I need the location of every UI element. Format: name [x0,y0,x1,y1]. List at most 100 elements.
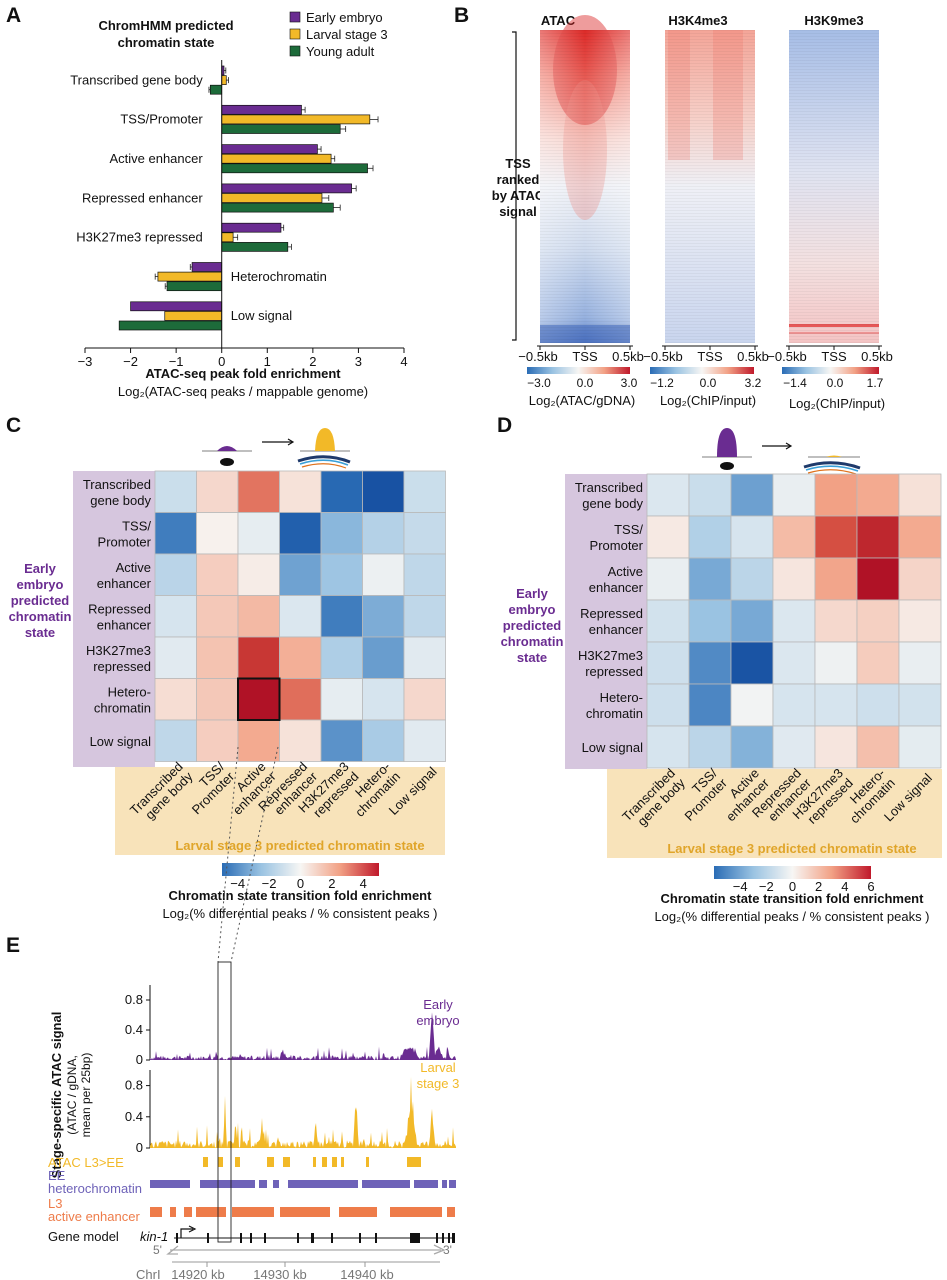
bar-2-2 [221,163,368,174]
c-row-label-2-1: enhancer [97,576,152,591]
d-cell-1-2 [730,515,774,559]
d-row-label-3-0: Repressed [580,606,643,621]
c-cell-0-2 [237,470,280,513]
k4-cb-tick-mid: 0.0 [700,376,717,390]
d-row-label-0-0: Transcribed [575,480,643,495]
c-cell-2-6 [403,553,446,596]
d-cell-5-6 [898,683,942,727]
c-cell-6-3 [279,719,322,762]
x-tick-label-1: −2 [123,354,138,369]
d-cell-2-0 [646,557,690,601]
c-row-label-2-0: Active [116,560,151,575]
c-cell-6-1 [196,719,239,762]
gene-exons [176,1233,455,1243]
panel-a-title-2: chromatin state [118,35,215,50]
d-cb-title: Chromatin state transition fold enrichme… [661,891,925,906]
c-row-label-4-0: H3K27me3 [86,643,151,658]
d-row-title-2: embryo [509,602,556,617]
worm-icon-d [803,461,861,470]
panel-e-genome-tracks: Stage-specific ATAC signal (ATAC / gDNA,… [48,961,460,1280]
d-cell-6-5 [856,725,900,769]
l3-block-4 [232,1207,274,1217]
d-row-label-4-1: repressed [585,664,643,679]
rank-label-1: TSS [505,156,531,171]
c-row-title-1: Early [24,561,57,576]
c-colorbar-ticks: −4 −2 0 2 4 [230,876,367,891]
e-atac-row-label: ATAC L3>EE [48,1155,124,1170]
c-cell-5-6 [403,678,446,721]
d-cell-0-1 [688,473,732,517]
k9-cb-tick-max: 1.7 [867,376,884,390]
b-xtick-0-2: 0.5kb [612,349,644,364]
exon-2 [240,1233,242,1243]
atac-block-10 [407,1157,421,1167]
c-cell-6-2 [237,719,280,762]
c-cell-1-0 [154,512,197,555]
bar-2-1 [221,153,332,164]
d-cell-5-4 [814,683,858,727]
c-cell-4-3 [279,636,322,679]
l3-block-3 [196,1207,226,1217]
d-cell-5-5 [856,683,900,727]
category-label-4: H3K27me3 repressed [76,230,202,245]
h3k9me3-title: H3K9me3 [804,13,863,28]
atac-l3-gt-ee-blocks [203,1157,421,1167]
legend-swatch-0 [289,11,301,23]
exon-14 [452,1233,455,1243]
c-row-title-3: predicted [11,593,70,608]
k9-cb-tick-mid: 0.0 [827,376,844,390]
d-cell-0-5 [856,473,900,517]
atac-block-5 [313,1157,316,1167]
dCbTicks-4: 4 [841,879,848,894]
c-cell-0-5 [362,470,405,513]
atac-cb-tick-max: 3.0 [621,376,638,390]
coord-14940: 14940 kb [340,1267,394,1280]
bar-1-1 [221,114,371,125]
d-cell-6-3 [772,725,816,769]
c-cell-6-4 [320,719,363,762]
exon-1 [207,1233,209,1243]
d-cell-4-6 [898,641,942,685]
c-colorbar [222,863,379,876]
d-cell-4-4 [814,641,858,685]
h3k4me3-colorbar [650,367,754,374]
c-row-label-bg [73,471,155,767]
five-prime-label: 5' [153,1243,162,1257]
x-tick-label-3: 0 [218,354,225,369]
d-cell-5-0 [646,683,690,727]
category-label-3: Repressed enhancer [82,190,203,205]
bar-5-2 [166,281,223,292]
atac-block-8 [341,1157,344,1167]
k9-cb-tick-min: −1.4 [783,376,807,390]
c-cell-0-0 [154,470,197,513]
d-cell-2-3 [772,557,816,601]
panel-label-c: C [6,414,21,437]
d-colorbar-ticks: −4 −2 0 2 4 6 [733,879,875,894]
l3-block-8 [447,1207,455,1217]
k4-cb-label: Log₂(ChIP/input) [660,393,756,408]
l3-block-2 [184,1207,192,1217]
d-cell-2-5 [856,557,900,601]
panel-label-b: B [454,4,469,27]
ee-heterochromatin-blocks [150,1180,456,1188]
panel-a-bar-chart: ChromHMM predicted chromatin state Early… [70,10,407,399]
d-cell-6-0 [646,725,690,769]
d-cell-1-3 [772,515,816,559]
d-cell-0-3 [772,473,816,517]
d-cell-0-0 [646,473,690,517]
panel-a-legend: Early embryo Larval stage 3 Young adult [289,10,388,59]
bar-6-1 [164,311,223,321]
tss-arrow-icon [180,1228,193,1238]
c-cell-3-0 [154,595,197,638]
c-cell-4-6 [403,636,446,679]
cCbTicks-0: −4 [230,876,245,891]
d-cell-6-4 [814,725,858,769]
highlight-window [217,961,232,1243]
d-cell-6-2 [730,725,774,769]
h3k9me3-colorbar [782,367,879,374]
early-embryo-track [150,1012,456,1060]
